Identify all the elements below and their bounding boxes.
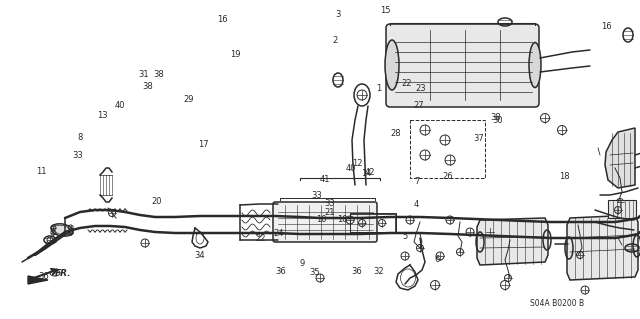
Text: 3: 3 [335,10,340,19]
Text: 30: 30 [493,116,503,125]
Text: 10: 10 [337,215,348,224]
Text: 9: 9 [300,259,305,268]
Polygon shape [28,276,48,284]
Text: 22: 22 [256,234,266,243]
FancyBboxPatch shape [386,24,539,107]
Text: 24: 24 [273,229,284,238]
Text: 14: 14 [361,169,371,178]
Text: 36: 36 [38,272,49,281]
Text: 33: 33 [73,151,83,160]
Text: 35: 35 [310,268,320,277]
FancyBboxPatch shape [273,202,377,242]
Text: 37: 37 [474,134,484,143]
Text: 41: 41 [320,175,330,184]
Text: 21: 21 [324,208,335,217]
Text: 36: 36 [275,267,285,276]
Text: 20: 20 [152,197,162,206]
Text: 4: 4 [414,200,419,209]
Text: 12: 12 [352,159,362,168]
Polygon shape [605,128,635,188]
Bar [608,200,636,218]
Text: 18: 18 [559,172,570,181]
Text: 33: 33 [324,199,335,208]
Text: 29: 29 [184,95,194,104]
Text: 22: 22 [401,79,412,88]
Text: 27: 27 [414,101,424,110]
Text: 34: 34 [195,251,205,260]
Text: 2: 2 [332,36,337,45]
Text: FR.: FR. [55,269,72,278]
Text: 7: 7 [414,177,419,186]
Text: 40: 40 [346,164,356,173]
Text: 23: 23 [416,84,426,93]
Text: 36: 36 [352,267,362,276]
Text: 38: 38 [154,70,164,78]
Text: 8: 8 [77,133,83,142]
Ellipse shape [385,40,399,90]
Text: 6: 6 [435,256,440,264]
Text: S04A B0200 B: S04A B0200 B [530,299,584,308]
Polygon shape [477,218,548,265]
Text: 1: 1 [376,84,381,93]
Text: 19: 19 [230,50,241,59]
Text: 11: 11 [36,167,47,176]
Text: 17: 17 [198,140,209,149]
Text: 10: 10 [316,215,326,224]
Text: 5: 5 [403,232,408,241]
Text: 16: 16 [602,22,612,31]
Text: 42: 42 [365,168,375,177]
Text: 13: 13 [97,111,108,120]
Text: 38: 38 [142,82,152,91]
Text: 33: 33 [312,191,322,200]
Text: 26: 26 [443,172,453,181]
Bar [350,214,395,232]
Text: 15: 15 [380,6,390,15]
Text: 38: 38 [491,113,501,122]
Text: 31: 31 [139,70,149,79]
Text: 28: 28 [390,129,401,138]
Text: 40: 40 [115,101,125,110]
Bar [410,120,485,178]
Text: 16: 16 [218,15,228,24]
Polygon shape [567,215,638,280]
Ellipse shape [53,225,71,235]
Text: 32: 32 [374,267,384,276]
Ellipse shape [529,42,541,87]
